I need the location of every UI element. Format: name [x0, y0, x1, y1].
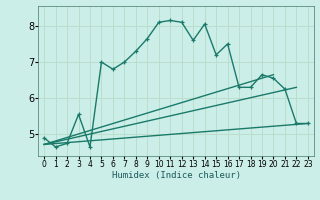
X-axis label: Humidex (Indice chaleur): Humidex (Indice chaleur) — [111, 171, 241, 180]
